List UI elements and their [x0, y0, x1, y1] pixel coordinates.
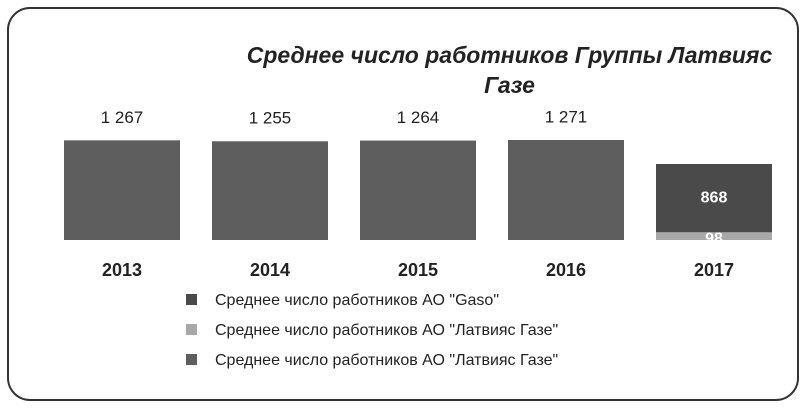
x-tick-label: 2013: [102, 260, 142, 280]
value-label: 1 264: [397, 108, 440, 127]
x-tick-label: 2015: [398, 260, 438, 280]
value-label: 98: [705, 231, 723, 248]
bar-segment: [360, 140, 476, 240]
bar-segment: [64, 140, 180, 240]
legend-label: Среднее число работников АО "Латвияс Газ…: [215, 352, 558, 369]
chart-title: Среднее число работников Группы Латвияс …: [246, 42, 773, 98]
bar-segment: [508, 140, 624, 240]
value-label: 1 271: [545, 107, 588, 126]
bar-segment: [656, 163, 772, 233]
bar-segment: [656, 232, 772, 240]
value-label: 868: [701, 189, 728, 206]
bar-segment: [212, 141, 328, 240]
x-tick-label: 2017: [694, 260, 734, 280]
frame: [7, 7, 799, 401]
legend-swatch: [186, 324, 197, 335]
legend-swatch: [186, 354, 197, 365]
value-label: 1 255: [249, 109, 292, 128]
legend-label: Среднее число работников АО "Gaso": [215, 292, 499, 309]
x-tick-label: 2016: [546, 260, 586, 280]
x-tick-label: 2014: [250, 260, 290, 280]
value-label: 1 267: [101, 108, 144, 127]
legend-label: Среднее число работников АО "Латвияс Газ…: [215, 322, 558, 339]
legend-swatch: [186, 294, 197, 305]
